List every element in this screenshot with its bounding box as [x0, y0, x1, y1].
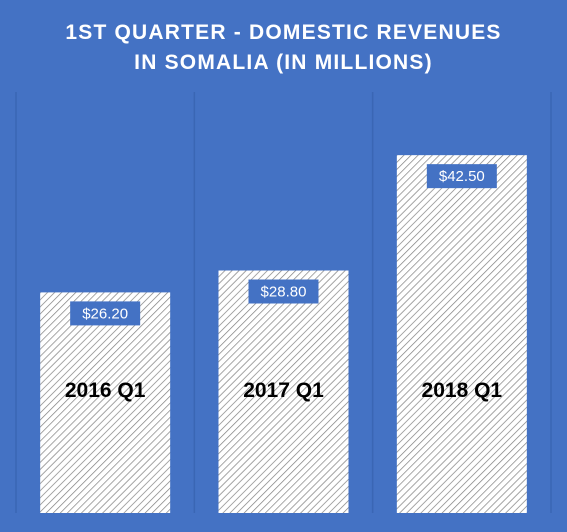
- data-label-box: [248, 279, 319, 304]
- bar-group-1: $26.20 2016 Q1: [40, 292, 171, 513]
- data-label: $28.80: [261, 284, 307, 301]
- gridlines: [15, 92, 552, 513]
- data-label: $26.20: [82, 305, 128, 322]
- bar: [218, 270, 349, 513]
- bar-group-3: $42.50 2018 Q1: [396, 155, 527, 513]
- bar: [40, 292, 171, 513]
- chart-title-line-2: IN SOMALIA (IN MILLIONS): [134, 51, 433, 74]
- data-label: $42.50: [439, 168, 485, 185]
- category-label: 2016 Q1: [65, 379, 146, 402]
- category-label: 2017 Q1: [243, 379, 324, 402]
- bar: [396, 155, 527, 513]
- chart-title-line-1: 1ST QUARTER - DOMESTIC REVENUES: [65, 21, 501, 44]
- bars: $26.20 2016 Q1 $28.80 2017 Q1 $42.50 2018 Q1: [40, 155, 527, 513]
- data-label-box: [426, 164, 497, 189]
- data-label-box: [70, 301, 141, 326]
- category-label: 2018 Q1: [422, 379, 503, 402]
- bar-group-2: $28.80 2017 Q1: [218, 270, 349, 513]
